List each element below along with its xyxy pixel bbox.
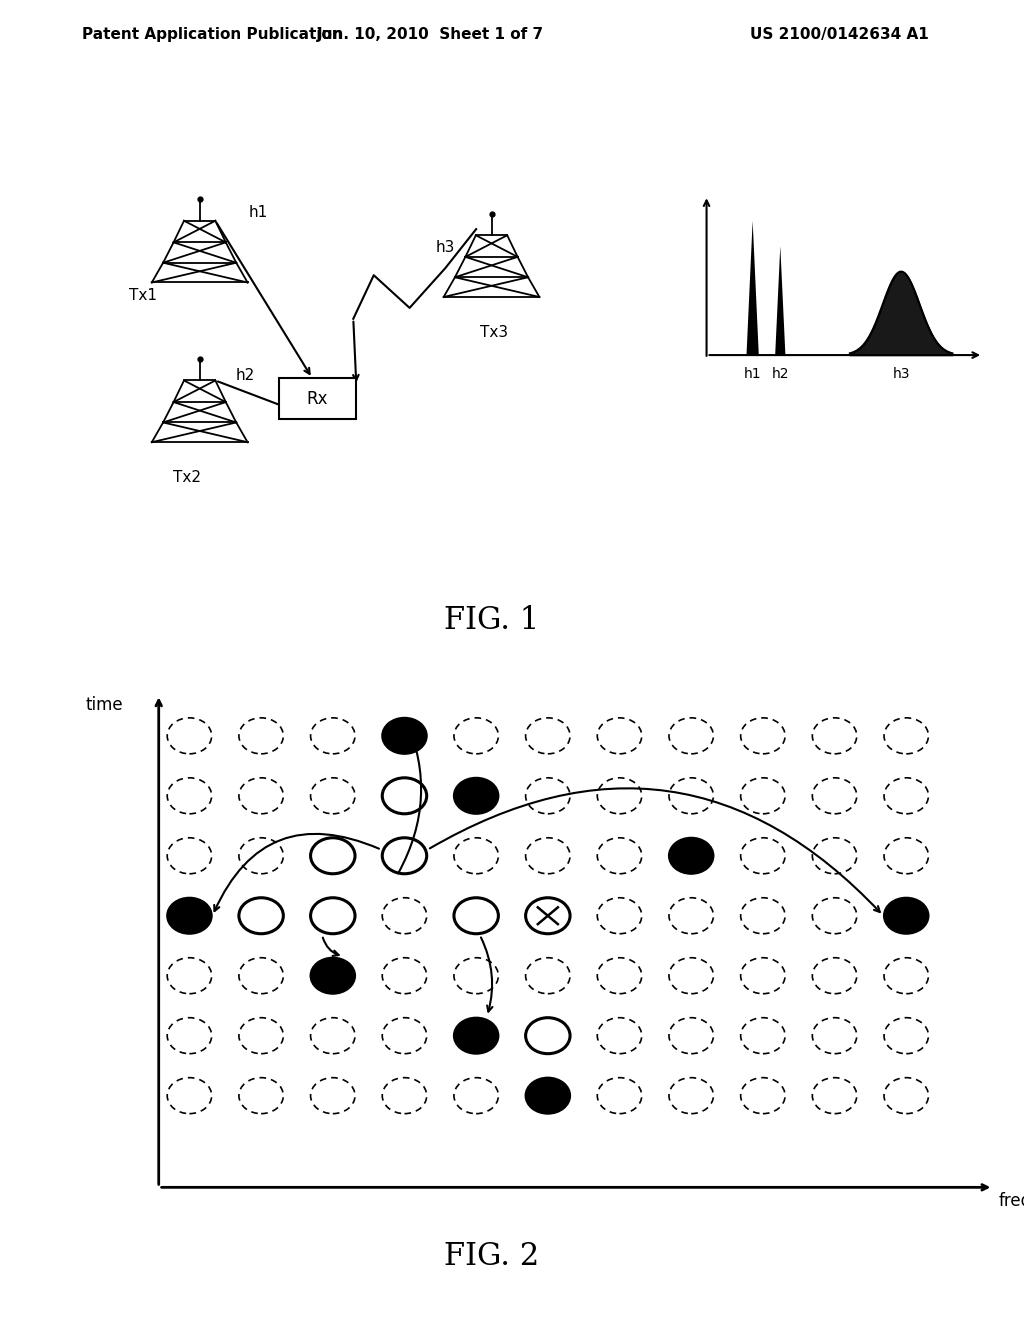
Ellipse shape	[382, 838, 427, 874]
Text: Rx: Rx	[307, 389, 328, 408]
Text: frequency: frequency	[998, 1192, 1024, 1210]
Text: h2: h2	[236, 368, 255, 384]
Ellipse shape	[525, 1018, 570, 1053]
Ellipse shape	[310, 958, 355, 994]
Text: Jun. 10, 2010  Sheet 1 of 7: Jun. 10, 2010 Sheet 1 of 7	[316, 26, 544, 42]
Ellipse shape	[167, 898, 212, 933]
Text: h1: h1	[249, 205, 268, 220]
Text: h3: h3	[892, 367, 910, 381]
Ellipse shape	[454, 777, 499, 814]
Ellipse shape	[669, 838, 714, 874]
Ellipse shape	[310, 838, 355, 874]
Ellipse shape	[525, 898, 570, 933]
Ellipse shape	[310, 898, 355, 933]
Text: h2: h2	[771, 367, 790, 381]
Text: Tx2: Tx2	[173, 470, 202, 484]
Text: Tx3: Tx3	[479, 325, 508, 339]
Text: FIG. 1: FIG. 1	[443, 605, 540, 635]
Text: h1: h1	[743, 367, 762, 381]
Ellipse shape	[454, 898, 499, 933]
Text: h3: h3	[435, 240, 455, 255]
Ellipse shape	[454, 1018, 499, 1053]
Ellipse shape	[382, 777, 427, 814]
FancyBboxPatch shape	[279, 379, 356, 418]
Text: US 2100/0142634 A1: US 2100/0142634 A1	[751, 26, 929, 42]
Ellipse shape	[884, 898, 929, 933]
Text: Patent Application Publication: Patent Application Publication	[82, 26, 343, 42]
Text: time: time	[85, 696, 123, 714]
Polygon shape	[775, 246, 785, 355]
Polygon shape	[746, 220, 759, 355]
Text: Tx1: Tx1	[129, 288, 158, 304]
Ellipse shape	[382, 718, 427, 754]
Ellipse shape	[525, 1077, 570, 1114]
Text: FIG. 2: FIG. 2	[443, 1241, 540, 1271]
Ellipse shape	[239, 898, 284, 933]
